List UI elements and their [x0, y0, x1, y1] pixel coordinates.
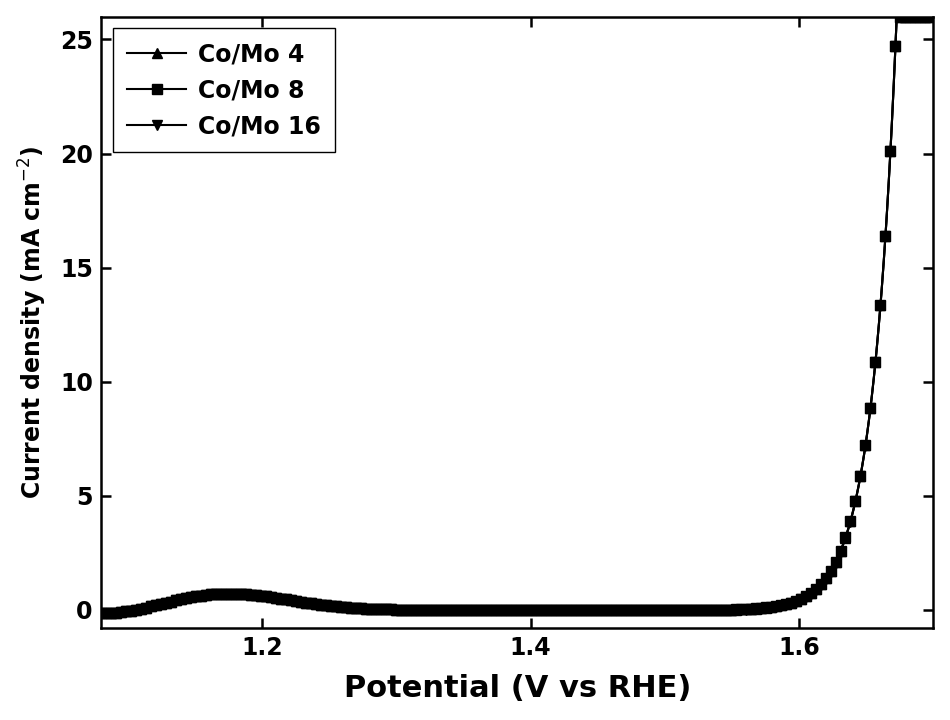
- Co/Mo 8: [891, 12, 902, 21]
- Co/Mo 8: [927, 12, 939, 21]
- Co/Mo 8: [96, 609, 107, 618]
- Co/Mo 8: [478, 606, 489, 614]
- Co/Mo 4: [138, 604, 149, 613]
- Co/Mo 16: [478, 606, 489, 614]
- Co/Mo 4: [927, 12, 939, 21]
- Co/Mo 4: [903, 12, 915, 21]
- Co/Mo 16: [138, 604, 149, 613]
- Line: Co/Mo 8: Co/Mo 8: [96, 12, 939, 618]
- Line: Co/Mo 4: Co/Mo 4: [96, 12, 939, 618]
- Legend: Co/Mo 4, Co/Mo 8, Co/Mo 16: Co/Mo 4, Co/Mo 8, Co/Mo 16: [113, 29, 335, 153]
- Co/Mo 4: [891, 12, 902, 21]
- Co/Mo 16: [903, 12, 915, 21]
- Co/Mo 8: [500, 606, 511, 614]
- Co/Mo 4: [96, 609, 107, 618]
- Line: Co/Mo 16: Co/Mo 16: [96, 12, 939, 618]
- Co/Mo 16: [903, 12, 915, 21]
- X-axis label: Potential (V vs RHE): Potential (V vs RHE): [344, 675, 691, 703]
- Co/Mo 16: [927, 12, 939, 21]
- Co/Mo 4: [500, 606, 511, 614]
- Co/Mo 16: [96, 609, 107, 618]
- Co/Mo 16: [891, 12, 902, 21]
- Co/Mo 4: [750, 604, 762, 613]
- Co/Mo 8: [903, 12, 915, 21]
- Co/Mo 8: [903, 12, 915, 21]
- Y-axis label: Current density (mA cm$^{-2}$): Current density (mA cm$^{-2}$): [17, 145, 48, 499]
- Co/Mo 16: [500, 606, 511, 614]
- Co/Mo 16: [750, 605, 762, 613]
- Co/Mo 8: [750, 604, 762, 613]
- Co/Mo 4: [478, 606, 489, 614]
- Co/Mo 4: [903, 12, 915, 21]
- Co/Mo 8: [138, 604, 149, 613]
